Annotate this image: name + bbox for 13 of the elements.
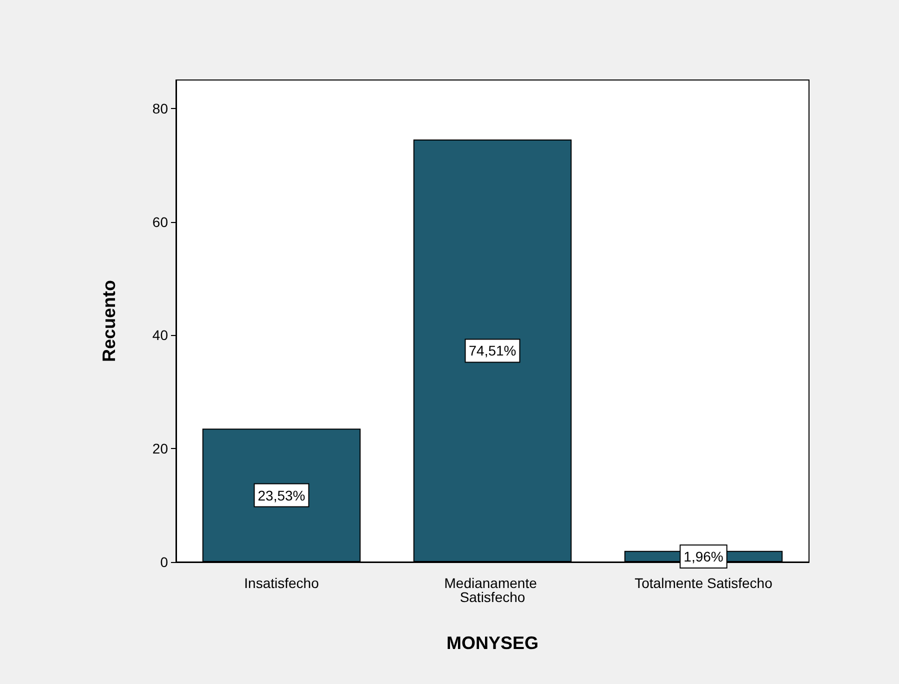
x-tick-label: Insatisfecho: [244, 575, 320, 591]
x-axis-title: MONYSEG: [446, 633, 539, 653]
data-label: 1,96%: [684, 548, 724, 564]
data-label: 74,51%: [468, 342, 516, 359]
y-tick-label: 0: [160, 554, 168, 570]
x-tick-label: Medianamente Satisfecho: [444, 575, 541, 605]
y-tick-label: 80: [152, 100, 168, 116]
y-tick-label: 20: [152, 440, 168, 457]
y-tick-label: 60: [152, 214, 168, 230]
y-tick-label: 40: [152, 327, 168, 344]
y-axis-title: Recuento: [99, 280, 119, 362]
x-tick-label: Totalmente Satisfecho: [634, 575, 773, 591]
data-label: 23,53%: [258, 487, 306, 504]
